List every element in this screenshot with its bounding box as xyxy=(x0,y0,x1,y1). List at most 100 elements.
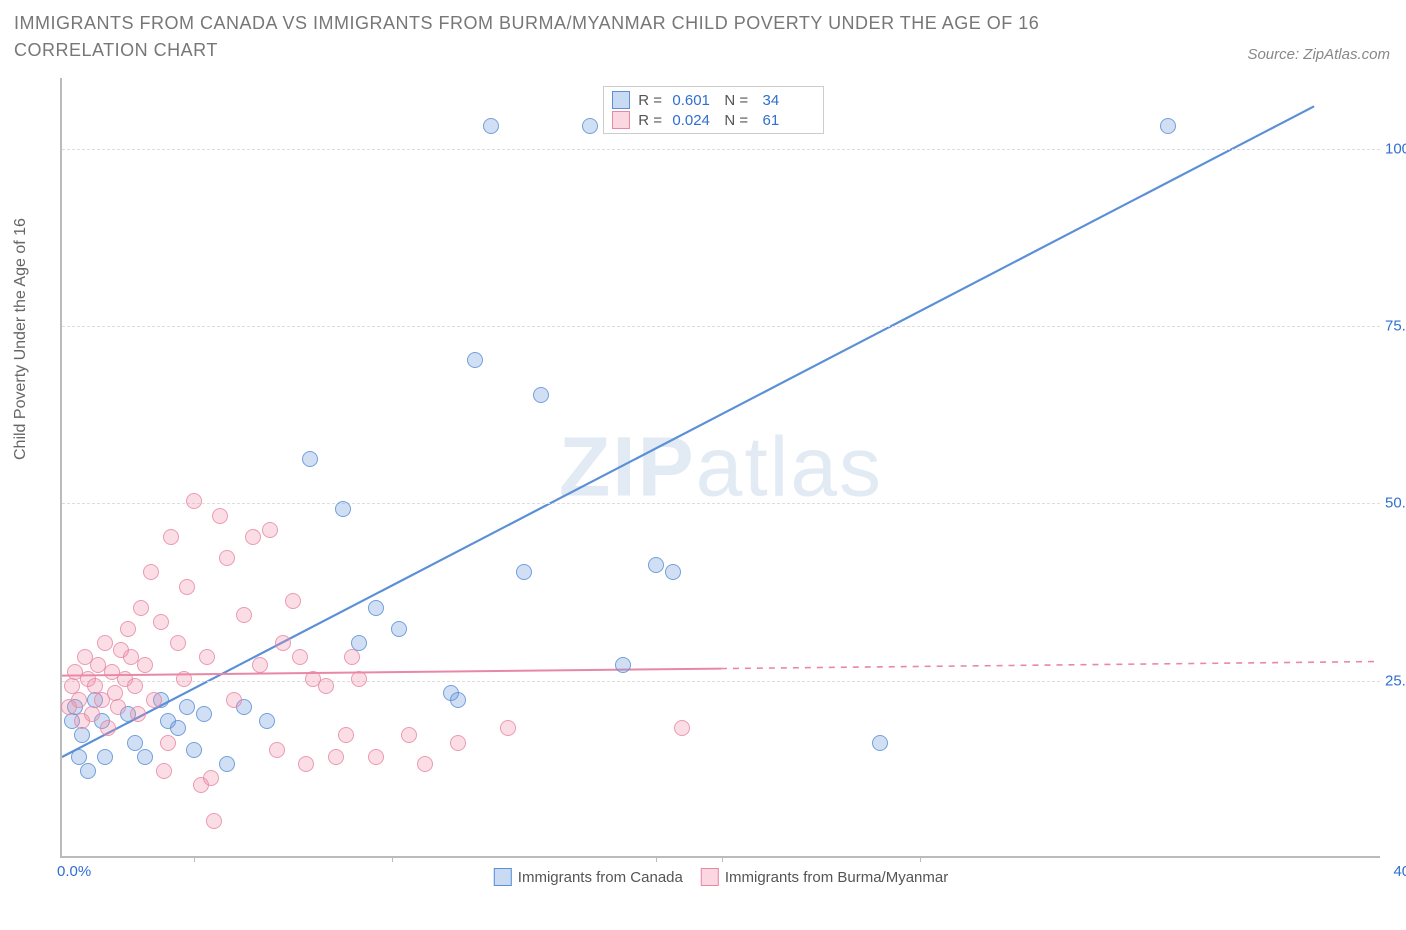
legend-stat-text: R = 0.601N = 34 xyxy=(638,92,814,109)
x-tick-mark xyxy=(194,856,195,862)
legend-stats-row: R = 0.024N = 61 xyxy=(612,111,814,129)
scatter-point xyxy=(872,735,888,751)
scatter-point xyxy=(665,564,681,580)
chart-container: IMMIGRANTS FROM CANADA VS IMMIGRANTS FRO… xyxy=(10,10,1396,920)
scatter-point xyxy=(318,678,334,694)
scatter-point xyxy=(74,727,90,743)
scatter-point xyxy=(450,735,466,751)
scatter-point xyxy=(450,692,466,708)
plot-area: ZIPatlas R = 0.601N = 34R = 0.024N = 61 … xyxy=(60,78,1380,858)
scatter-point xyxy=(196,706,212,722)
gridline xyxy=(62,326,1380,327)
scatter-point xyxy=(170,720,186,736)
scatter-point xyxy=(582,118,598,134)
scatter-point xyxy=(80,763,96,779)
legend-swatch xyxy=(701,868,719,886)
scatter-point xyxy=(648,557,664,573)
scatter-point xyxy=(219,756,235,772)
legend-item: Immigrants from Canada xyxy=(494,868,683,886)
scatter-point xyxy=(137,749,153,765)
y-tick-label: 25.0% xyxy=(1385,672,1406,689)
y-tick-label: 50.0% xyxy=(1385,495,1406,512)
scatter-point xyxy=(120,621,136,637)
scatter-point xyxy=(298,756,314,772)
scatter-point xyxy=(127,735,143,751)
gridline xyxy=(62,149,1380,150)
watermark-zip: ZIP xyxy=(559,420,696,514)
scatter-point xyxy=(143,564,159,580)
scatter-point xyxy=(467,352,483,368)
scatter-point xyxy=(516,564,532,580)
legend-stats-row: R = 0.601N = 34 xyxy=(612,91,814,109)
scatter-point xyxy=(130,706,146,722)
source-attribution: Source: ZipAtlas.com xyxy=(1247,46,1390,63)
x-tick-mark xyxy=(392,856,393,862)
scatter-point xyxy=(163,529,179,545)
watermark: ZIPatlas xyxy=(559,419,883,516)
scatter-point xyxy=(391,621,407,637)
scatter-point xyxy=(137,657,153,673)
legend-label: Immigrants from Canada xyxy=(518,869,683,886)
legend-series: Immigrants from Canada Immigrants from Bu… xyxy=(494,868,948,886)
scatter-point xyxy=(1160,118,1176,134)
scatter-point xyxy=(483,118,499,134)
y-tick-label: 100.0% xyxy=(1385,140,1406,157)
scatter-point xyxy=(401,727,417,743)
x-tick-mark xyxy=(920,856,921,862)
scatter-point xyxy=(262,522,278,538)
scatter-point xyxy=(275,635,291,651)
scatter-point xyxy=(302,451,318,467)
scatter-point xyxy=(127,678,143,694)
scatter-point xyxy=(219,550,235,566)
legend-item: Immigrants from Burma/Myanmar xyxy=(701,868,948,886)
scatter-point xyxy=(533,387,549,403)
scatter-point xyxy=(170,635,186,651)
scatter-point xyxy=(368,749,384,765)
scatter-point xyxy=(344,649,360,665)
scatter-point xyxy=(179,579,195,595)
scatter-point xyxy=(206,813,222,829)
legend-stat-text: R = 0.024N = 61 xyxy=(638,112,814,129)
scatter-point xyxy=(368,600,384,616)
scatter-point xyxy=(285,593,301,609)
scatter-point xyxy=(674,720,690,736)
scatter-point xyxy=(176,671,192,687)
scatter-point xyxy=(335,501,351,517)
scatter-point xyxy=(351,671,367,687)
legend-swatch xyxy=(612,111,630,129)
scatter-point xyxy=(226,692,242,708)
scatter-point xyxy=(203,770,219,786)
scatter-point xyxy=(179,699,195,715)
scatter-point xyxy=(160,735,176,751)
legend-label: Immigrants from Burma/Myanmar xyxy=(725,869,948,886)
watermark-atlas: atlas xyxy=(696,420,883,514)
scatter-point xyxy=(615,657,631,673)
scatter-point xyxy=(186,742,202,758)
scatter-point xyxy=(100,720,116,736)
scatter-point xyxy=(146,692,162,708)
scatter-point xyxy=(97,749,113,765)
scatter-point xyxy=(71,692,87,708)
scatter-point xyxy=(110,699,126,715)
scatter-point xyxy=(328,749,344,765)
legend-swatch xyxy=(612,91,630,109)
scatter-point xyxy=(292,649,308,665)
scatter-point xyxy=(417,756,433,772)
scatter-point xyxy=(236,607,252,623)
scatter-point xyxy=(212,508,228,524)
x-tick-max: 40.0% xyxy=(1393,863,1406,880)
y-tick-label: 75.0% xyxy=(1385,318,1406,335)
scatter-point xyxy=(500,720,516,736)
x-tick-mark xyxy=(656,856,657,862)
gridline xyxy=(62,503,1380,504)
scatter-point xyxy=(97,635,113,651)
scatter-point xyxy=(338,727,354,743)
legend-swatch xyxy=(494,868,512,886)
scatter-point xyxy=(133,600,149,616)
scatter-point xyxy=(71,749,87,765)
scatter-point xyxy=(245,529,261,545)
scatter-point xyxy=(153,614,169,630)
gridline xyxy=(62,681,1380,682)
trend-lines xyxy=(62,78,1380,856)
scatter-point xyxy=(252,657,268,673)
